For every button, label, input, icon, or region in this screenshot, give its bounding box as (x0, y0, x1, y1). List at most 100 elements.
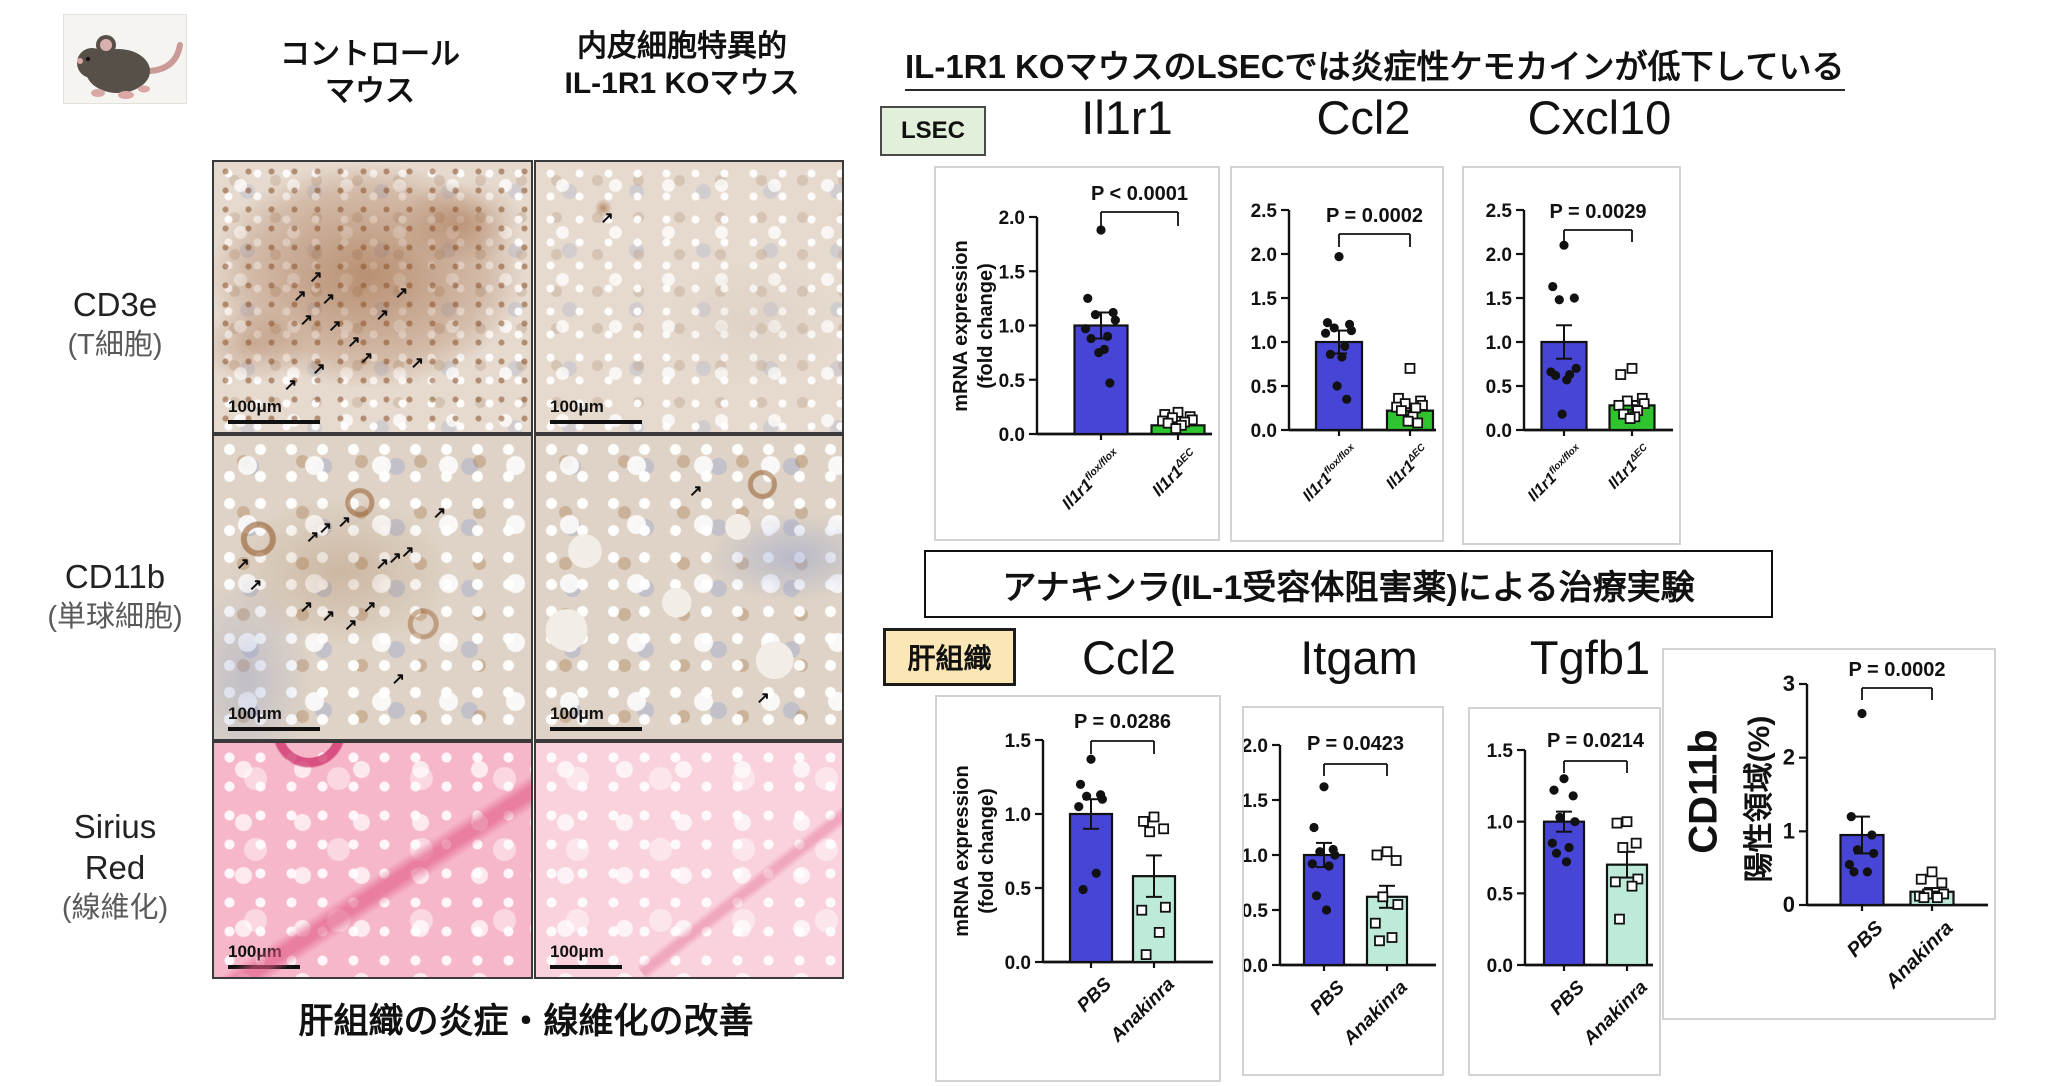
pointer-arrow-icon: ↗ (600, 209, 614, 227)
lsec-badge: LSEC (880, 106, 986, 156)
stain-name: Sirius (73, 808, 157, 845)
y-axis-title-cd11b: CD11b (1681, 728, 1726, 854)
pointer-arrow-icon: ↗ (347, 333, 361, 351)
scale-bar-label: 100μm (550, 942, 604, 961)
stain-target: (単球細胞) (47, 601, 183, 633)
header-line: コントロール (280, 38, 460, 71)
row-label-cd3e: CD3e (T細胞) (25, 284, 205, 365)
svg-text:1.5: 1.5 (1487, 741, 1514, 762)
gene-title-cxcl10: Cxcl10 (1527, 91, 1672, 144)
svg-text:0.0: 0.0 (1486, 421, 1512, 442)
scale-bar-label: 100μm (228, 704, 282, 723)
pointer-arrow-icon: ↗ (375, 306, 390, 324)
svg-text:0.0: 0.0 (1244, 956, 1268, 977)
chart-svg-itgam_liver: 0.0 0.5 1.0 1.5 2.0 P = 0.0423 (1242, 733, 1436, 977)
pointer-arrow-icon: ↗ (391, 671, 405, 689)
column-header-control-mouse: コントロール マウス (250, 36, 490, 110)
svg-text:2.5: 2.5 (1251, 201, 1278, 222)
svg-text:2.5: 2.5 (1486, 201, 1513, 222)
svg-text:1.0: 1.0 (1487, 813, 1513, 834)
svg-text:0.0: 0.0 (999, 425, 1025, 446)
liver-tissue-badge: 肝組織 (883, 628, 1016, 686)
chart-svg-il1r1_lsec: 0.0 0.5 1.0 1.5 2.0 P < 0.0001 (999, 183, 1212, 446)
chart-ccl2-liver: 0.0 0.5 1.0 1.5 P = 0.0286 PBS Anakinra mRNA ex… (935, 695, 1221, 1082)
scale-bar: 100μm (550, 397, 642, 424)
histology-siriusred-ko: 100μm (534, 741, 844, 979)
pointer-arrow-icon: ↗ (305, 528, 320, 546)
header-line: IL-1R1 KOマウス (564, 67, 800, 100)
svg-text:1.0: 1.0 (1486, 333, 1512, 354)
pointer-arrow-icon: ↗ (388, 550, 402, 568)
stain-name: Red (84, 849, 146, 886)
svg-text:2.0: 2.0 (999, 208, 1025, 229)
svg-text:0.0: 0.0 (1251, 421, 1277, 442)
p-value-label: P = 0.0423 (1307, 733, 1404, 755)
right-title: IL-1R1 KOマウスのLSECでは炎症性ケモカインが低下している (905, 48, 1845, 91)
svg-text:0.5: 0.5 (1005, 879, 1032, 900)
pointer-arrow-icon: ↗ (756, 689, 770, 707)
mouse-icon (63, 14, 187, 104)
scale-bar-line (228, 420, 320, 424)
pointer-arrow-icon: ↗ (299, 598, 313, 616)
histology-cd3e-ko: 100μm ↗ (534, 160, 844, 434)
mouse-illustration-svg (77, 35, 183, 99)
scale-bar-line (550, 420, 642, 424)
pointer-arrow-icon: ↗ (432, 504, 447, 522)
pointer-arrow-icon: ↗ (283, 377, 298, 394)
column-header-ko-mouse: 内皮細胞特異的 IL-1R1 KOマウス (517, 28, 847, 102)
stain-name: CD11b (64, 558, 166, 595)
scale-bar-line (228, 965, 300, 969)
pointer-arrow-icon: ↗ (337, 513, 352, 531)
y-axis-title: mRNA expression (fold change) (950, 239, 997, 412)
pointer-arrow-icon: ↗ (689, 483, 703, 501)
scale-bar-label: 100μm (550, 397, 604, 416)
gene-title-ccl2-liver: Ccl2 (1081, 631, 1177, 684)
pointer-arrow-icon: ↗ (321, 290, 336, 308)
gene-title-tgfb1: Tgfb1 (1529, 631, 1651, 684)
treatment-banner: アナキンラ(IL-1受容体阻害薬)による治療実験 (924, 550, 1773, 618)
svg-text:3: 3 (1783, 671, 1795, 696)
p-value-label: P = 0.0002 (1849, 659, 1946, 681)
svg-text:0.5: 0.5 (1251, 377, 1278, 398)
pointer-arrow-icon: ↗ (312, 360, 326, 378)
scale-bar: 100μm (550, 942, 622, 969)
svg-text:0.0: 0.0 (1005, 953, 1031, 974)
scale-bar: 100μm (228, 704, 320, 731)
chart-tgfb1-liver: 0.0 0.5 1.0 1.5 P = 0.0214 PBS Anakinra (1468, 707, 1661, 1076)
scale-bar: 100μm (228, 942, 300, 969)
pointer-arrow-icon: ↗ (328, 317, 342, 335)
pointer-arrow-icon: ↗ (321, 607, 336, 625)
right-title-wrap: IL-1R1 KOマウスのLSECでは炎症性ケモカインが低下している (905, 40, 1845, 91)
pointer-arrow-icon: ↗ (343, 616, 358, 634)
scale-bar-label: 100μm (228, 397, 282, 416)
header-line: 内皮細胞特異的 (577, 30, 787, 63)
scale-bar-line (550, 965, 622, 969)
pointer-arrow-icon: ↗ (375, 556, 390, 574)
scale-bar-line (228, 727, 320, 731)
scale-bar-label: 100μm (228, 942, 282, 961)
svg-text:1.5: 1.5 (1005, 731, 1032, 752)
histology-cd11b-control: 100μm ↗ ↗ ↗ ↗ ↗ ↗ ↗ ↗ ↗ ↗ ↗ ↗ ↗ ↗ (212, 434, 533, 741)
scale-bar-label: 100μm (550, 704, 604, 723)
svg-text:1.5: 1.5 (1251, 289, 1278, 310)
pointer-arrow-icon: ↗ (318, 519, 333, 537)
chart-ccl2-lsec: 0.0 0.5 1.0 1.5 2.0 2.5 P = 0.0002 Il1r1flox/fl… (1230, 166, 1444, 542)
histology-cd11b-ko: 100μm ↗ ↗ (534, 434, 844, 741)
scale-bar: 100μm (228, 397, 320, 424)
pointer-arrow-icon: ↗ (410, 355, 424, 373)
pointer-arrow-icon: ↗ (359, 350, 374, 367)
svg-text:0.5: 0.5 (1486, 377, 1513, 398)
svg-text:0.5: 0.5 (1487, 884, 1514, 905)
header-line: マウス (325, 75, 415, 108)
svg-text:1.5: 1.5 (999, 262, 1026, 283)
y-axis-subtitle-positive-area: 陽性領域(%) (1743, 715, 1776, 882)
pointer-arrow-icon: ↗ (248, 577, 263, 595)
chart-svg-ccl2_lsec: 0.0 0.5 1.0 1.5 2.0 2.5 P = 0.0002 (1251, 201, 1436, 442)
svg-text:0.0: 0.0 (1487, 956, 1513, 977)
gene-title-itgam: Itgam (1300, 631, 1418, 684)
svg-text:1.0: 1.0 (999, 317, 1025, 338)
svg-text:0.5: 0.5 (1244, 901, 1268, 922)
p-value-label: P = 0.0002 (1326, 205, 1423, 227)
chart-svg-ccl2_liver: 0.0 0.5 1.0 1.5 P = 0.0286 (1005, 711, 1213, 974)
